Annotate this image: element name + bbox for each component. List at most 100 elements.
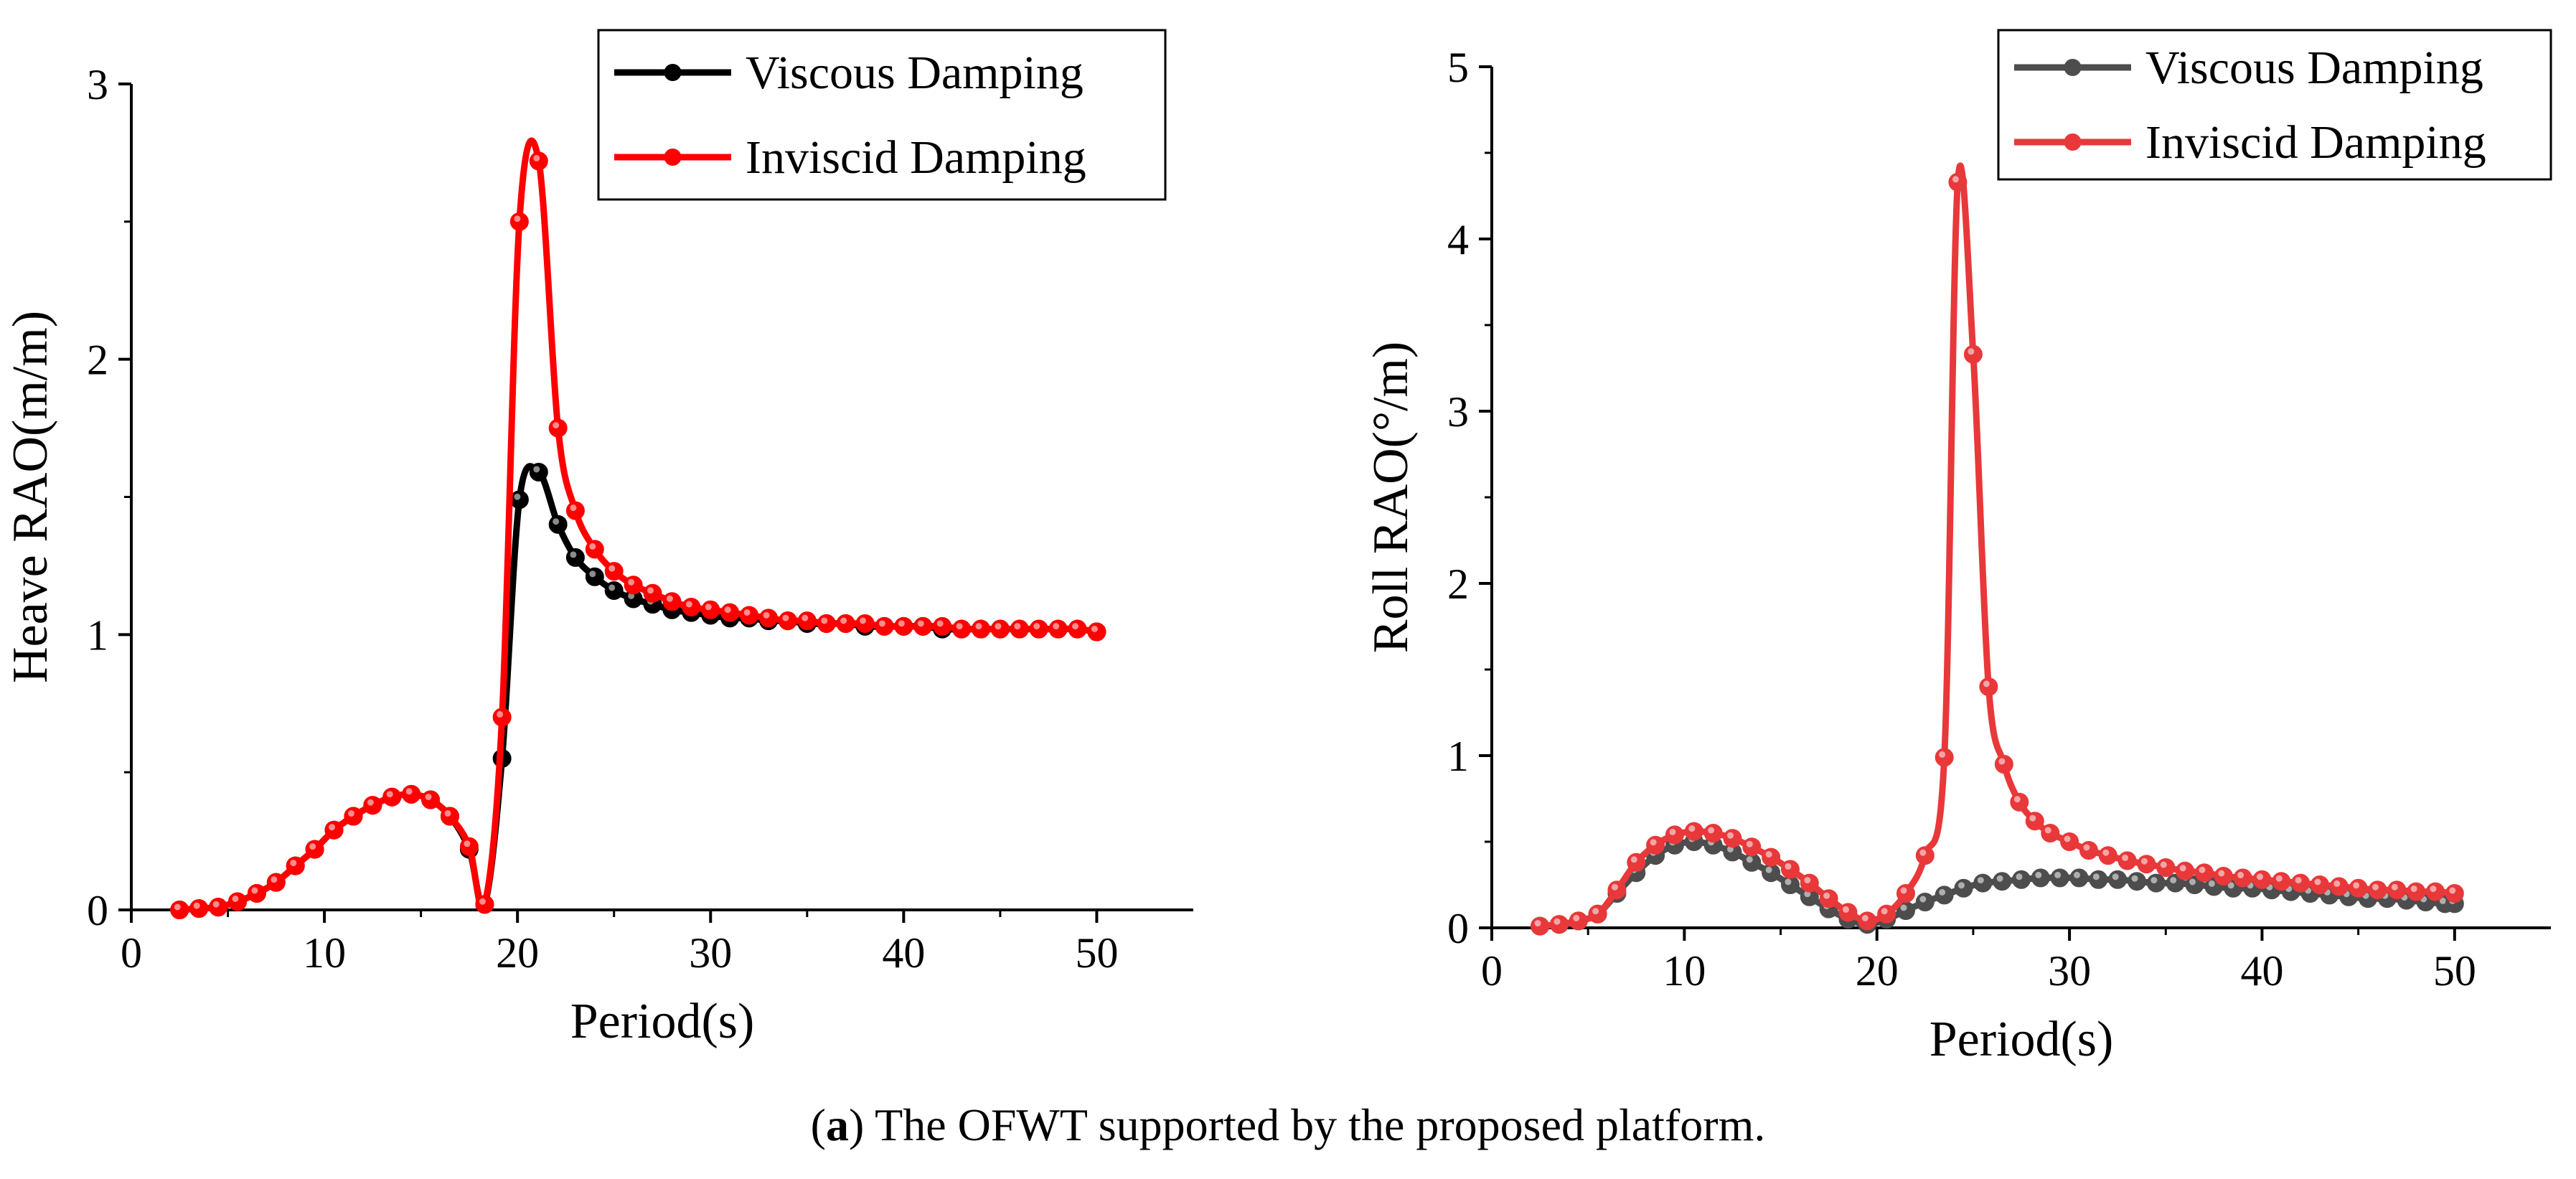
- heave-data-point-highlight: [570, 551, 577, 558]
- heave-data-point: [836, 614, 855, 633]
- heave-data-point-highlight: [347, 810, 354, 817]
- roll-data-point: [2407, 882, 2426, 901]
- heave-data-point: [1087, 622, 1106, 642]
- heave-data-point-highlight: [533, 154, 540, 161]
- roll-data-point: [2025, 812, 2044, 831]
- heave-data-point: [324, 820, 344, 840]
- roll-data-point: [2425, 882, 2445, 901]
- roll-data-point: [1993, 872, 2012, 891]
- heave-data-point-highlight: [309, 843, 316, 850]
- heave-data-point-highlight: [743, 609, 751, 616]
- roll-data-point: [1819, 889, 1838, 908]
- roll-data-point-highlight: [1900, 904, 1907, 911]
- heave-data-point-highlight: [724, 606, 731, 614]
- roll-data-point-highlight: [1939, 888, 1946, 896]
- roll-data-point-highlight: [2160, 861, 2167, 868]
- heave-data-point: [952, 619, 972, 639]
- roll-y-tick-label: 3: [1447, 388, 1469, 436]
- roll-data-point-highlight: [1861, 914, 1868, 921]
- heave-data-point-highlight: [821, 617, 828, 624]
- heave-data-point: [548, 515, 568, 534]
- heave-data-point: [720, 603, 740, 622]
- heave-data-point-highlight: [802, 614, 809, 621]
- heave-data-point: [894, 616, 913, 636]
- roll-data-point: [1742, 852, 1762, 872]
- roll-data-point: [2089, 870, 2108, 889]
- roll-data-point: [2233, 868, 2252, 888]
- heave-data-point: [492, 708, 512, 727]
- roll-data-point: [1954, 878, 1973, 898]
- roll-data-point: [1973, 873, 1993, 893]
- roll-y-axis-label: Roll RAO(°/m): [1363, 342, 1419, 653]
- roll-data-point-highlight: [2074, 871, 2081, 878]
- heave-data-point: [643, 583, 662, 603]
- heave-data-point: [1048, 619, 1068, 639]
- heave-data-point: [189, 899, 209, 919]
- heave-data-point-highlight: [1072, 623, 1079, 630]
- heave-x-tick-label: 50: [1075, 929, 1118, 977]
- roll-data-point: [2252, 870, 2272, 889]
- roll-data-point: [2156, 858, 2176, 877]
- heave-data-point-highlight: [251, 887, 258, 894]
- roll-data-point-highlight: [2218, 870, 2225, 877]
- roll-data-point: [1896, 884, 1915, 903]
- heave-data-point-highlight: [444, 810, 451, 817]
- roll-y-tick-label: 1: [1447, 733, 1469, 780]
- heave-data-point-highlight: [975, 623, 982, 630]
- roll-data-point: [1780, 875, 1800, 894]
- heave-data-point: [759, 609, 778, 628]
- heave-data-point-highlight: [193, 902, 200, 909]
- heave-data-point-highlight: [367, 799, 374, 806]
- roll-x-tick-label: 30: [2048, 947, 2091, 995]
- heave-data-point-highlight: [628, 578, 635, 586]
- heave-data-point-highlight: [589, 542, 596, 550]
- roll-data-point-highlight: [1785, 878, 1792, 886]
- roll-data-point-highlight: [2199, 866, 2206, 873]
- heave-legend-marker: [664, 64, 682, 81]
- roll-data-point: [2368, 880, 2387, 900]
- roll-data-point: [1935, 748, 1954, 767]
- roll-data-point-highlight: [1823, 892, 1830, 899]
- heave-data-point-highlight: [533, 466, 540, 473]
- roll-data-point-highlight: [2131, 875, 2138, 882]
- roll-chart: 0 10 20 30 40 50 0 1 2 3 4 5 Period(s) Roll RAO(°/m) V…: [1363, 29, 2552, 1067]
- heave-data-point: [585, 567, 604, 586]
- heave-data-point: [701, 600, 720, 619]
- roll-data-point-highlight: [1553, 918, 1561, 925]
- roll-data-point-highlight: [2016, 873, 2023, 880]
- heave-data-point-highlight: [956, 623, 963, 630]
- roll-data-point: [1838, 903, 1858, 922]
- heave-data-point: [402, 784, 421, 804]
- roll-data-point-highlight: [1592, 908, 1599, 915]
- roll-data-point: [1915, 893, 1935, 911]
- roll-data-point: [2031, 868, 2050, 888]
- heave-data-point: [990, 619, 1010, 639]
- heave-data-point-highlight: [917, 620, 924, 627]
- roll-legend-label: Inviscid Damping: [2145, 116, 2486, 169]
- roll-data-point-highlight: [2029, 814, 2036, 822]
- heave-data-point-highlight: [232, 895, 239, 902]
- roll-data-point-highlight: [2179, 865, 2186, 872]
- heave-data-point-highlight: [1091, 625, 1098, 632]
- roll-data-point-highlight: [2112, 873, 2119, 880]
- roll-data-point-highlight: [1650, 839, 1657, 846]
- roll-data-point: [2176, 861, 2195, 880]
- roll-data-point-highlight: [2256, 873, 2263, 880]
- heave-data-point: [875, 616, 894, 636]
- roll-data-point-highlight: [1573, 914, 1580, 921]
- roll-data-point: [2310, 875, 2329, 894]
- roll-data-point: [2387, 880, 2407, 900]
- roll-data-point-highlight: [1669, 828, 1676, 835]
- roll-data-point: [1963, 344, 1983, 364]
- heave-data-point-highlight: [995, 623, 1002, 630]
- heave-data-point: [604, 562, 624, 581]
- heave-data-point: [1068, 619, 1087, 639]
- roll-data-point: [1684, 822, 1703, 841]
- heave-data-point: [475, 895, 494, 914]
- heave-data-point: [913, 616, 933, 636]
- heave-series-inviscid: [170, 137, 1106, 919]
- roll-data-point: [2291, 873, 2311, 893]
- heave-data-point-highlight: [685, 601, 692, 608]
- heave-y-tick-label: 1: [87, 611, 108, 659]
- roll-y-tick-label: 0: [1447, 905, 1469, 952]
